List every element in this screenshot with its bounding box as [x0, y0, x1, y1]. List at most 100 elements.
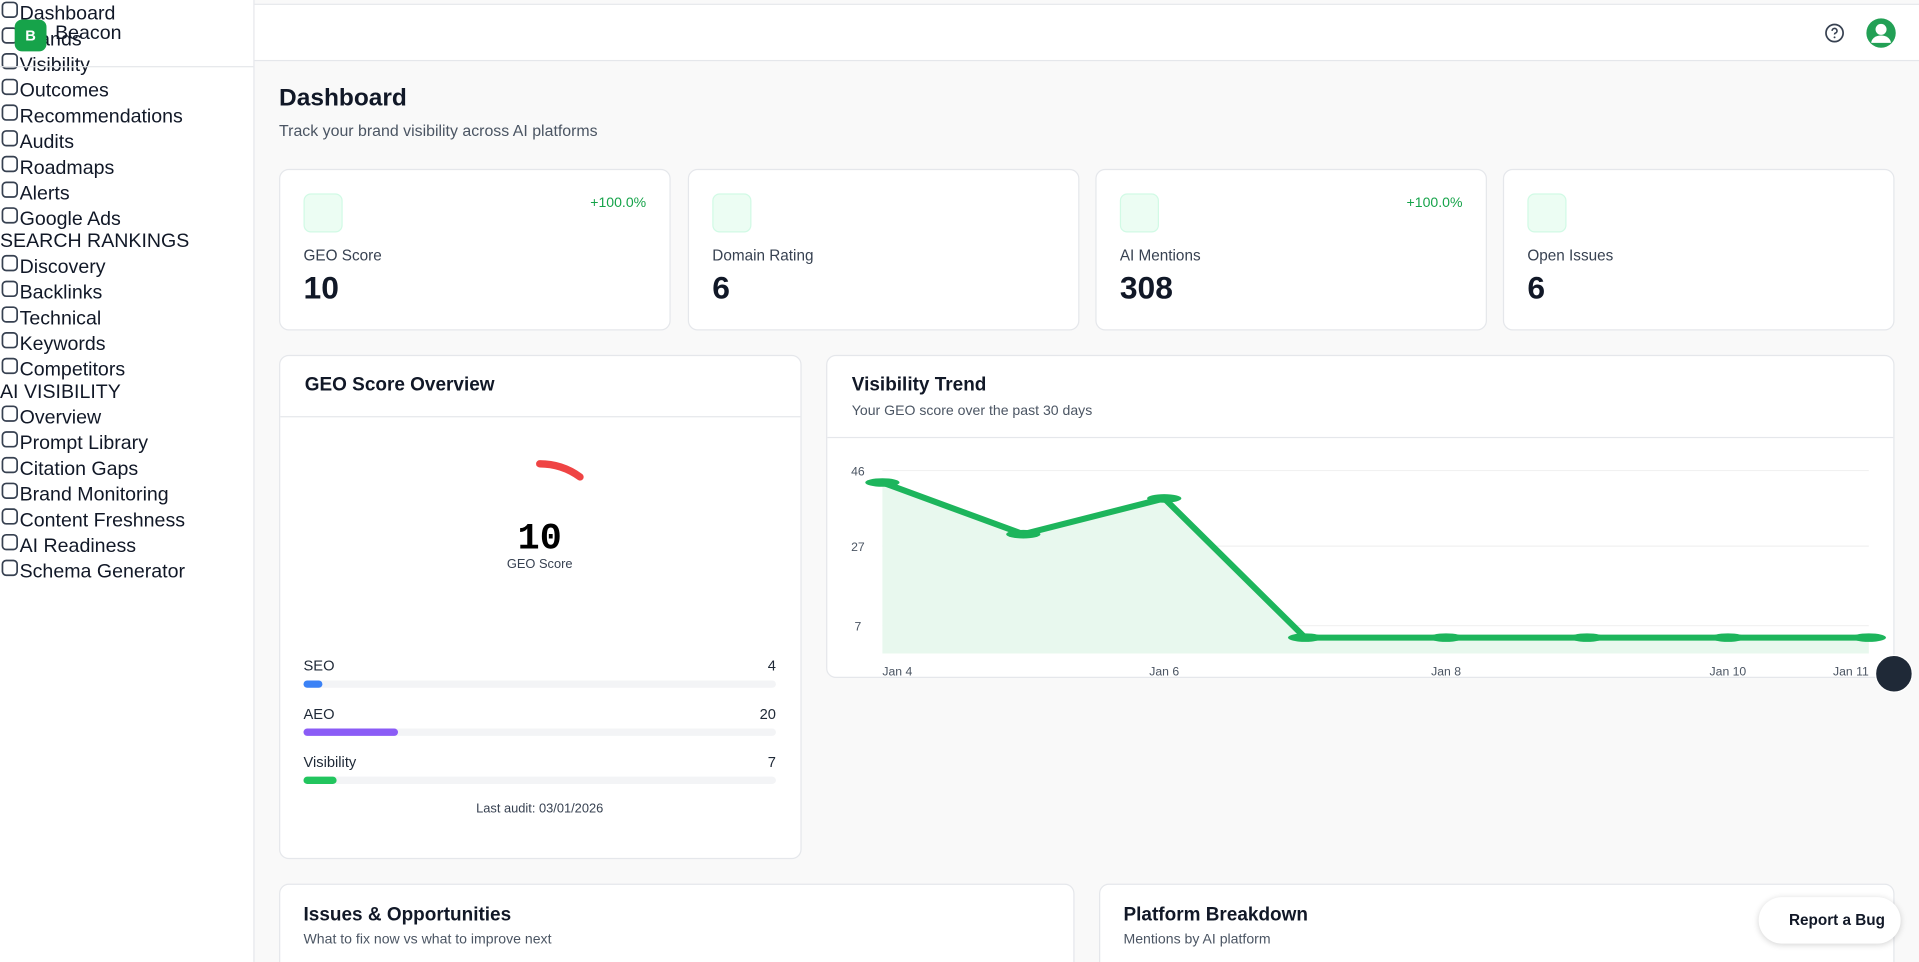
card-subtitle: Your GEO score over the past 30 days	[851, 403, 1093, 419]
nav-item[interactable]: Roadmaps	[0, 154, 253, 180]
bar-label: Visibility	[304, 755, 357, 771]
nav-item[interactable]: Outcomes	[0, 77, 253, 103]
nav-label: Prompt Library	[19, 433, 148, 455]
divider	[280, 416, 801, 418]
nav-item[interactable]: Backlinks	[0, 279, 253, 305]
help-icon[interactable]	[1824, 22, 1846, 44]
card-title: Issues & Opportunities	[303, 904, 512, 926]
nav-item[interactable]: Google Ads	[0, 206, 253, 232]
last-audit: Last audit: 03/01/2026	[476, 801, 603, 816]
nav-item[interactable]: Overview	[0, 404, 253, 430]
x-tick-label: Jan 6	[1149, 665, 1179, 679]
nav-item[interactable]: Competitors	[0, 356, 253, 382]
nav-label: Visibility	[19, 55, 90, 76]
logo[interactable]: B	[14, 19, 47, 52]
nav-label: Dashboard	[19, 3, 116, 25]
bar-track	[303, 728, 776, 736]
nav-item[interactable]: Audits	[0, 129, 253, 155]
nav-label: Brand Monitoring	[19, 484, 169, 506]
data-point	[1006, 529, 1041, 539]
nav-icon	[1, 280, 18, 298]
nav-icon	[1, 482, 18, 499]
nav-icon	[1, 533, 18, 551]
nav-item[interactable]: Prompt Library	[0, 430, 253, 456]
nav-item[interactable]: Content Freshness	[0, 507, 253, 533]
nav-icon	[1, 52, 18, 70]
nav-icon	[1, 405, 18, 422]
nav-icon	[1, 155, 18, 173]
stat-icon	[1527, 193, 1567, 233]
stat-icon	[712, 193, 752, 233]
nav-icon	[1, 104, 18, 121]
nav-icon	[1, 130, 18, 147]
stat-icon	[1119, 193, 1159, 233]
bar-track	[303, 680, 776, 688]
nav-label: Schema Generator	[19, 561, 186, 583]
nav-label: Roadmaps	[19, 157, 115, 179]
report-bug-button[interactable]: Report a Bug	[1758, 897, 1901, 944]
nav-item[interactable]: Discovery	[0, 253, 253, 279]
progress-bar	[303, 776, 337, 784]
trend-line	[881, 479, 1869, 641]
nav-icon	[1, 306, 18, 323]
avatar[interactable]	[1865, 17, 1897, 49]
nav-item[interactable]: AI Readiness	[0, 532, 253, 558]
stat-change: +100.0%	[590, 195, 647, 211]
nav-item[interactable]: Dashboard	[0, 0, 253, 26]
stat-label: Domain Rating	[712, 247, 814, 265]
stat-card: +100.0% AI Mentions 308	[1095, 168, 1487, 331]
nav-label: Audits	[19, 132, 75, 153]
page-title: Dashboard	[279, 84, 407, 112]
card-subtitle: Mentions by AI platform	[1123, 932, 1271, 948]
card-title: Platform Breakdown	[1123, 904, 1308, 926]
nav-item[interactable]: Citation Gaps	[0, 455, 253, 481]
bar-value: 20	[760, 707, 776, 723]
nav-item[interactable]: Visibility	[0, 51, 253, 77]
nav-icon	[1, 332, 18, 349]
bar-value: 7	[768, 755, 776, 771]
stat-card: Domain Rating 6	[687, 168, 1080, 331]
button-label: Report a Bug	[1788, 911, 1886, 929]
nav-label: Google Ads	[19, 209, 121, 231]
y-tick-label: 27	[851, 540, 865, 554]
x-tick-label: Jan 4	[882, 665, 912, 679]
stat-value: 308	[1119, 269, 1173, 306]
section-title: SEARCH RANKINGS	[0, 231, 190, 253]
stat-label: Open Issues	[1527, 247, 1614, 265]
bottom-card: Issues & Opportunities What to fix now vs…	[279, 883, 1075, 962]
y-tick-label: 46	[851, 464, 865, 478]
floating-menu[interactable]	[1874, 654, 1913, 693]
nav-item[interactable]: Technical	[0, 305, 253, 331]
gauge-score: 10	[518, 518, 562, 560]
data-point	[1147, 494, 1182, 503]
sidebar: B Beacon Dashboard Brands Visibility Outcom…	[0, 0, 255, 962]
progress-bar	[303, 728, 398, 736]
nav-item[interactable]: Recommendations	[0, 103, 253, 129]
nav-label: Technical	[19, 308, 102, 330]
nav-item[interactable]: Keywords	[0, 330, 253, 356]
nav-item[interactable]: Alerts	[0, 180, 253, 206]
data-point	[1288, 633, 1323, 642]
data-point	[1428, 633, 1464, 642]
bar-label: SEO	[304, 659, 335, 675]
nav-label: Backlinks	[19, 282, 103, 304]
nav-icon	[1, 78, 18, 96]
nav-item[interactable]: Brand Monitoring	[0, 481, 253, 507]
nav-label: Citation Gaps	[19, 458, 139, 480]
stat-value: 6	[712, 269, 730, 306]
stat-card: +100.0% GEO Score 10	[279, 168, 671, 331]
data-point	[1851, 633, 1886, 642]
nav-label: Content Freshness	[19, 510, 186, 532]
stat-change: +100.0%	[1406, 195, 1463, 211]
stat-icon	[303, 193, 343, 233]
nav-item[interactable]: Schema Generator	[0, 558, 253, 584]
stat-label: GEO Score	[303, 247, 382, 265]
geo-overview-card: GEO Score Overview	[279, 354, 802, 860]
nav-label: Recommendations	[19, 106, 183, 128]
bar-value: 4	[768, 659, 776, 675]
nav-icon	[1, 431, 18, 448]
progress-bar	[303, 680, 323, 688]
